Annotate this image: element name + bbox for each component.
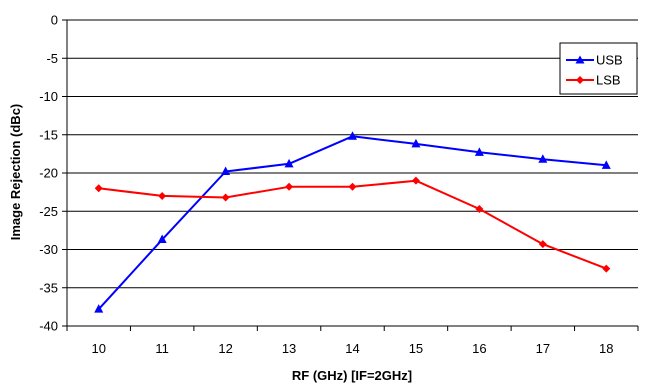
y-tick-labels: 0 -5 -10 -15 -20 -25 -30 -35 -40 — [39, 13, 58, 334]
series-layer — [94, 131, 611, 313]
x-tick-label-6: 16 — [472, 341, 486, 356]
legend-usb-label: USB — [596, 53, 623, 68]
lsb-point-3 — [285, 182, 294, 191]
usb-point-6 — [474, 147, 484, 156]
x-tick-label-2: 12 — [218, 341, 232, 356]
y-tick-label-8: -40 — [39, 319, 58, 334]
lsb-point-2 — [221, 193, 230, 202]
y-tick-label-7: -35 — [39, 280, 58, 295]
lsb-point-6 — [475, 204, 484, 213]
legend-lsb-marker — [576, 76, 584, 84]
x-tick-label-7: 17 — [536, 341, 550, 356]
legend: USB LSB — [559, 42, 638, 95]
usb-point-2 — [221, 166, 231, 175]
legend-box — [559, 42, 638, 95]
lsb-point-0 — [94, 184, 103, 193]
lsb-point-8 — [602, 264, 611, 273]
usb-point-3 — [284, 158, 294, 168]
x-tick-label-5: 15 — [409, 341, 423, 356]
usb-point-5 — [411, 138, 421, 148]
usb-point-7 — [538, 154, 548, 163]
lsb-point-1 — [158, 191, 167, 200]
y-axis-label: Image Rejection (dBc) — [8, 104, 23, 241]
legend-usb-marker — [575, 55, 585, 64]
usb-point-1 — [157, 234, 167, 244]
y-tick-label-5: -25 — [39, 204, 58, 219]
lsb-point-4 — [348, 182, 357, 191]
x-axis-label: RF (GHz) [IF=2GHz] — [292, 368, 412, 383]
legend-lsb-label: LSB — [596, 73, 621, 88]
x-tick-label-0: 10 — [91, 341, 105, 356]
y-tick-label-2: -10 — [39, 89, 58, 104]
usb-point-4 — [348, 131, 357, 140]
y-tick-label-3: -15 — [39, 127, 58, 142]
y-tick-label-1: -5 — [46, 51, 58, 66]
axes — [62, 19, 639, 331]
x-tick-labels: 10 11 12 13 14 15 16 17 18 — [91, 341, 613, 356]
usb-point-0 — [94, 304, 104, 313]
x-tick-label-3: 13 — [282, 341, 296, 356]
x-tick-label-4: 14 — [345, 341, 359, 356]
y-tick-label-0: 0 — [51, 13, 58, 28]
lsb-point-5 — [411, 176, 420, 185]
usb-point-8 — [601, 160, 611, 169]
y-tick-label-6: -30 — [39, 242, 58, 257]
lsb-point-7 — [538, 240, 547, 249]
x-tick-label-1: 11 — [155, 341, 169, 356]
x-tick-label-8: 18 — [599, 341, 613, 356]
y-tick-label-4: -20 — [39, 166, 58, 181]
